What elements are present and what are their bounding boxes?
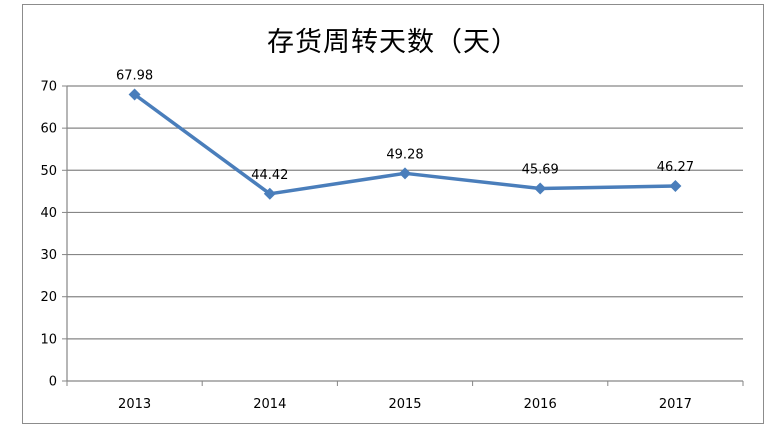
data-label: 45.69 — [522, 162, 559, 177]
y-tick-label: 10 — [40, 332, 57, 347]
x-tick-label: 2014 — [253, 397, 286, 412]
x-tick-label: 2015 — [388, 397, 421, 412]
data-point-marker — [669, 180, 682, 193]
y-tick-label: 50 — [40, 164, 57, 179]
data-point-marker — [534, 182, 547, 195]
x-axis-ticks: 2013 2014 2015 2016 2017 — [66, 381, 744, 412]
y-tick-label: 0 — [49, 375, 57, 390]
axes — [66, 86, 743, 382]
data-labels: 67.98 44.42 49.28 45.69 46.27 — [116, 69, 694, 183]
y-tick-label: 30 — [40, 248, 57, 263]
data-label: 44.42 — [251, 168, 288, 183]
chart-frame — [22, 4, 764, 424]
gridlines — [67, 85, 743, 340]
series-line — [128, 88, 682, 200]
data-point-marker — [263, 187, 276, 200]
y-tick-label: 40 — [40, 206, 57, 221]
y-axis-ticks: 0 10 20 30 40 50 60 70 — [40, 80, 67, 390]
x-tick-label: 2017 — [659, 397, 692, 412]
data-point-marker — [128, 88, 141, 101]
x-tick-label: 2016 — [524, 397, 557, 412]
x-tick-label: 2013 — [118, 397, 151, 412]
data-label: 46.27 — [657, 160, 694, 175]
y-tick-label: 70 — [40, 80, 57, 95]
data-label: 49.28 — [386, 147, 423, 162]
data-point-marker — [399, 167, 411, 180]
data-label: 67.98 — [116, 69, 153, 84]
y-tick-label: 20 — [40, 290, 57, 305]
y-tick-label: 60 — [40, 122, 57, 137]
chart-title: 存货周转天数（天） — [267, 27, 519, 58]
